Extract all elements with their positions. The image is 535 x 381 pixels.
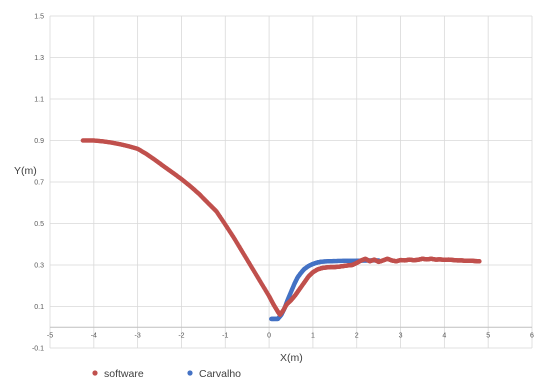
legend-item-software: software (92, 368, 144, 380)
x-tick-label: 6 (530, 332, 534, 339)
y-tick-label: 0.3 (34, 263, 44, 270)
y-tick-label: 0.9 (34, 138, 44, 145)
x-tick-label: -4 (91, 332, 97, 339)
y-tick-label: 0.5 (34, 221, 44, 228)
y-axis-title: Y(m) (14, 165, 37, 177)
y-tick-label: 1.5 (34, 14, 44, 21)
legend: software Carvalho (92, 368, 241, 380)
y-tick-label: 0.1 (34, 304, 44, 311)
x-tick-label: -1 (222, 332, 228, 339)
x-tick-label: 3 (399, 332, 403, 339)
data-point (477, 259, 482, 264)
legend-item-carvalho: Carvalho (187, 368, 241, 380)
x-tick-label: -2 (178, 332, 184, 339)
y-tick-label: 0.7 (34, 180, 44, 187)
x-axis-title: X(m) (280, 352, 303, 364)
series-carvalho (269, 258, 381, 322)
y-tick-label: -0.1 (32, 346, 44, 353)
series-software (80, 138, 482, 317)
grid-lines (49, 15, 533, 349)
x-tick-label: 5 (486, 332, 490, 339)
y-tick-label: 1.1 (34, 97, 44, 104)
series-points (80, 138, 482, 322)
legend-label: Carvalho (199, 368, 241, 380)
legend-marker (187, 370, 193, 376)
y-tick-label: 1.3 (34, 55, 44, 62)
x-tick-label: 4 (442, 332, 446, 339)
x-tick-label: 2 (355, 332, 359, 339)
x-tick-label: 1 (311, 332, 315, 339)
legend-label: software (104, 368, 144, 380)
x-tick-label: -5 (47, 332, 53, 339)
x-tick-labels: -5 -4 -3 -2 -1 0 1 2 3 4 5 6 (47, 332, 534, 339)
legend-marker (92, 370, 98, 376)
y-tick-labels: -0.1 0.1 0.3 0.5 0.7 0.9 1.1 1.3 1.5 (32, 14, 44, 353)
x-tick-label: 0 (267, 332, 271, 339)
x-tick-label: -3 (135, 332, 141, 339)
